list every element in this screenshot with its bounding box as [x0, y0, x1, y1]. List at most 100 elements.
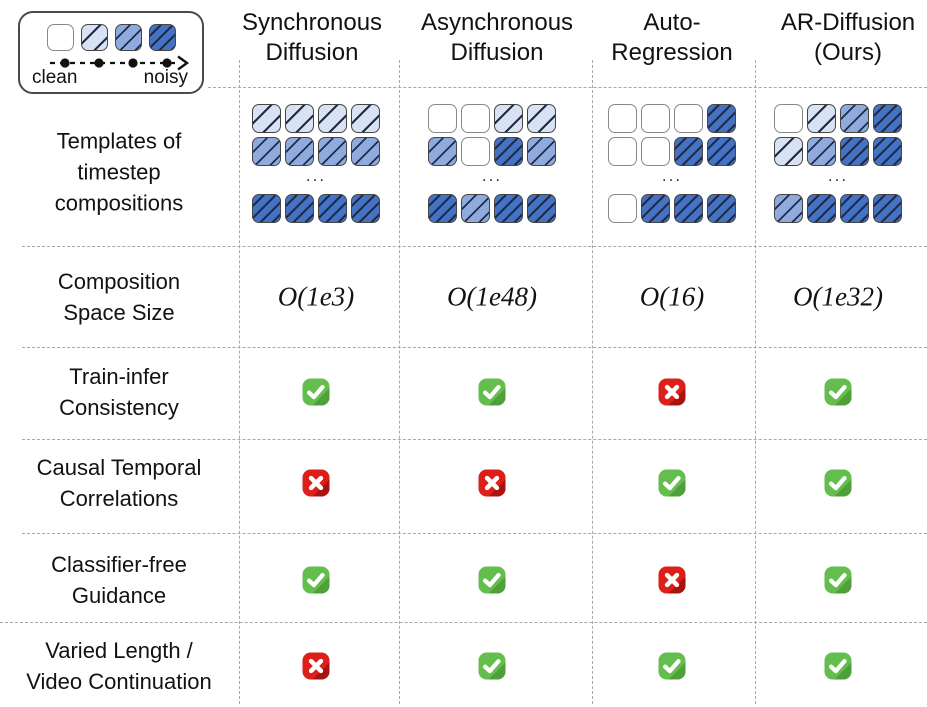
template-square-clean [641, 104, 670, 133]
row-label-space: Composition Space Size [0, 266, 238, 328]
legend-square-noisy [149, 24, 176, 51]
template-ellipsis: ... [481, 166, 503, 185]
template-square-light [285, 104, 314, 133]
train-ours-check-icon [824, 378, 853, 407]
template-row [608, 194, 736, 223]
template-square-noisy [428, 194, 457, 223]
template-grid-async: ... [428, 104, 556, 223]
row-label-line: timestep [77, 159, 161, 185]
template-row [774, 194, 902, 223]
row-label-varied: Varied Length / Video Continuation [0, 635, 238, 697]
row-label-line: Classifier-free [51, 552, 187, 577]
space-size-value-ours: O(1e32) [793, 281, 883, 312]
noisy-label: noisy [143, 67, 188, 88]
row-label-line: Templates of [56, 128, 182, 154]
row-label-line: Space Size [63, 300, 175, 325]
template-square-medium [252, 137, 281, 166]
template-row [428, 104, 556, 133]
noise-scale [47, 24, 176, 51]
template-square-noisy [873, 137, 902, 166]
causal-autoregression-check-icon [658, 469, 687, 498]
cfg-autoregression-cross-icon [658, 566, 687, 595]
space-size-value-sync: O(1e3) [277, 281, 355, 312]
template-square-medium [807, 137, 836, 166]
template-square-clean [608, 104, 637, 133]
varied-async-check-icon [478, 652, 507, 681]
legend-square-medium [115, 24, 142, 51]
template-square-noisy [494, 137, 523, 166]
varied-autoregression-check-icon [658, 652, 687, 681]
template-square-medium [840, 104, 869, 133]
template-square-medium [774, 194, 803, 223]
template-square-noisy [674, 137, 703, 166]
template-row [608, 104, 736, 133]
column-header-line: Asynchronous [420, 9, 574, 36]
template-row [252, 137, 380, 166]
train-async-check-icon [478, 378, 507, 407]
template-ellipsis: ... [661, 166, 683, 185]
template-square-clean [641, 137, 670, 166]
column-header-line: Diffusion [265, 39, 359, 66]
column-header-line: Regression [611, 39, 733, 66]
template-square-noisy [252, 194, 281, 223]
template-square-noisy [873, 194, 902, 223]
train-sync-check-icon [302, 378, 331, 407]
template-row [774, 137, 902, 166]
column-header-line: (Ours) [814, 39, 882, 66]
row-label-line: Composition [57, 269, 181, 294]
template-square-clean [608, 137, 637, 166]
clean-label: clean [32, 67, 78, 88]
template-grid-ours: ... [774, 104, 902, 223]
template-square-noisy [840, 137, 869, 166]
template-square-medium [285, 137, 314, 166]
row-label-line: Correlations [59, 486, 179, 511]
template-grid-autoregression: ... [608, 104, 736, 223]
column-header-line: Synchronous [241, 9, 383, 36]
template-square-noisy [707, 104, 736, 133]
row-label-cfg: Classifier-free Guidance [0, 549, 238, 611]
legend-square-light [81, 24, 108, 51]
template-square-noisy [840, 194, 869, 223]
row-label-causal: Causal Temporal Correlations [0, 452, 238, 514]
template-square-medium [428, 137, 457, 166]
varied-ours-check-icon [824, 652, 853, 681]
cfg-sync-check-icon [302, 566, 331, 595]
template-square-clean [461, 137, 490, 166]
cfg-async-check-icon [478, 566, 507, 595]
row-divider-line [22, 246, 927, 247]
template-square-noisy [494, 194, 523, 223]
row-label-line: Train-infer [69, 364, 169, 389]
cfg-ours-check-icon [824, 566, 853, 595]
template-square-noisy [674, 194, 703, 223]
column-divider-line [755, 60, 756, 704]
template-square-noisy [641, 194, 670, 223]
row-divider-line [22, 439, 927, 440]
template-square-clean [674, 104, 703, 133]
template-ellipsis: ... [305, 166, 327, 185]
template-square-clean [428, 104, 457, 133]
row-label-templates: Templates of timestep compositions [0, 126, 238, 219]
template-row [252, 194, 380, 223]
template-row [774, 104, 902, 133]
template-square-noisy [707, 137, 736, 166]
row-label-train: Train-infer Consistency [0, 361, 238, 423]
column-divider-line [592, 60, 593, 704]
template-square-noisy [285, 194, 314, 223]
column-header-line: AR-Diffusion [780, 9, 916, 36]
template-square-noisy [351, 194, 380, 223]
template-square-clean [774, 104, 803, 133]
template-square-noisy [707, 194, 736, 223]
template-row [608, 137, 736, 166]
template-square-noisy [873, 104, 902, 133]
template-row [252, 104, 380, 133]
space-size-value-autoregression: O(16) [639, 281, 705, 312]
column-header-line: Diffusion [450, 39, 544, 66]
row-label-line: Guidance [71, 583, 167, 608]
template-square-noisy [318, 194, 347, 223]
train-autoregression-cross-icon [658, 378, 687, 407]
template-row [428, 194, 556, 223]
column-divider-line [399, 60, 400, 704]
row-divider-line [22, 533, 927, 534]
row-label-line: Consistency [59, 395, 179, 420]
